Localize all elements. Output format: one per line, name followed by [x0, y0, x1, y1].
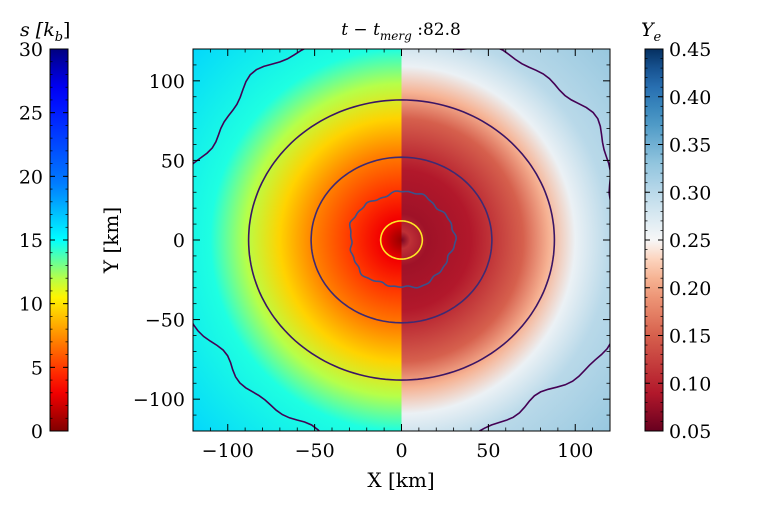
x-tick-label: 50 — [476, 440, 500, 462]
ye-colorbar-ticks: 0.05 0.10 0.15 0.20 0.25 0.30 0.35 0.40 0.45 — [645, 39, 711, 443]
ye-half — [401, 49, 610, 431]
entropy-colorbar: 0 5 10 15 20 25 30 s [kb] — [19, 19, 71, 443]
density-contour — [247, 99, 556, 381]
density-contour — [348, 190, 458, 289]
y-tick-label: −50 — [145, 310, 185, 332]
plot-title: t − tmerg :82.8 — [341, 20, 461, 43]
colorbar-tick-label: 0.05 — [669, 421, 711, 443]
colorbar-tick-label: 10 — [19, 294, 43, 316]
ye-colorbar: 0.05 0.10 0.15 0.20 0.25 0.30 0.35 0.40 0.45 Ye — [641, 19, 711, 443]
colorbar-tick-label: 0.35 — [669, 135, 711, 157]
colorbar-tick-label: 30 — [19, 39, 43, 61]
colorbar-tick-label: 0.20 — [669, 278, 711, 300]
entropy-colorbar-label: s [kb] — [20, 19, 70, 45]
density-contour — [379, 220, 424, 260]
y-axis-label: Y [km] — [99, 207, 123, 274]
x-axis-ticks: −100 −50 0 50 100 — [202, 49, 593, 462]
density-contours — [193, 49, 610, 431]
x-tick-label: −50 — [295, 440, 335, 462]
colorbar-tick-label: 0.25 — [669, 230, 711, 252]
density-contour — [193, 49, 610, 431]
colorbar-tick-label: 0.45 — [669, 39, 711, 61]
colorbar-tick-label: 20 — [19, 166, 43, 188]
colorbar-tick-label: 0.10 — [669, 373, 711, 395]
colorbar-tick-label: 0.30 — [669, 182, 711, 204]
y-tick-label: 100 — [149, 71, 185, 93]
colorbar-tick-label: 0.40 — [669, 87, 711, 109]
y-axis-ticks: −100 −50 0 50 100 — [133, 64, 610, 416]
y-tick-label: 50 — [161, 150, 185, 172]
plot-area: −100 −50 0 50 100 −100 −50 0 50 100 t − tmerg :8… — [99, 20, 611, 492]
colorbar-tick-label: 15 — [19, 230, 43, 252]
x-tick-label: 0 — [395, 440, 407, 462]
ye-colorbar-label: Ye — [641, 19, 662, 45]
colorbar-tick-label: 25 — [19, 103, 43, 125]
y-tick-label: −100 — [133, 389, 185, 411]
y-tick-label: 0 — [173, 230, 185, 252]
x-axis-label: X [km] — [367, 468, 434, 492]
entropy-half — [193, 49, 402, 431]
entropy-colorbar-ticks: 0 5 10 15 20 25 30 — [19, 39, 68, 443]
x-tick-label: −100 — [202, 440, 254, 462]
density-contour — [310, 156, 493, 324]
x-tick-label: 100 — [557, 440, 593, 462]
colorbar-tick-label: 0 — [31, 421, 43, 443]
colorbar-tick-label: 0.15 — [669, 326, 711, 348]
colorbar-tick-label: 5 — [31, 357, 43, 379]
